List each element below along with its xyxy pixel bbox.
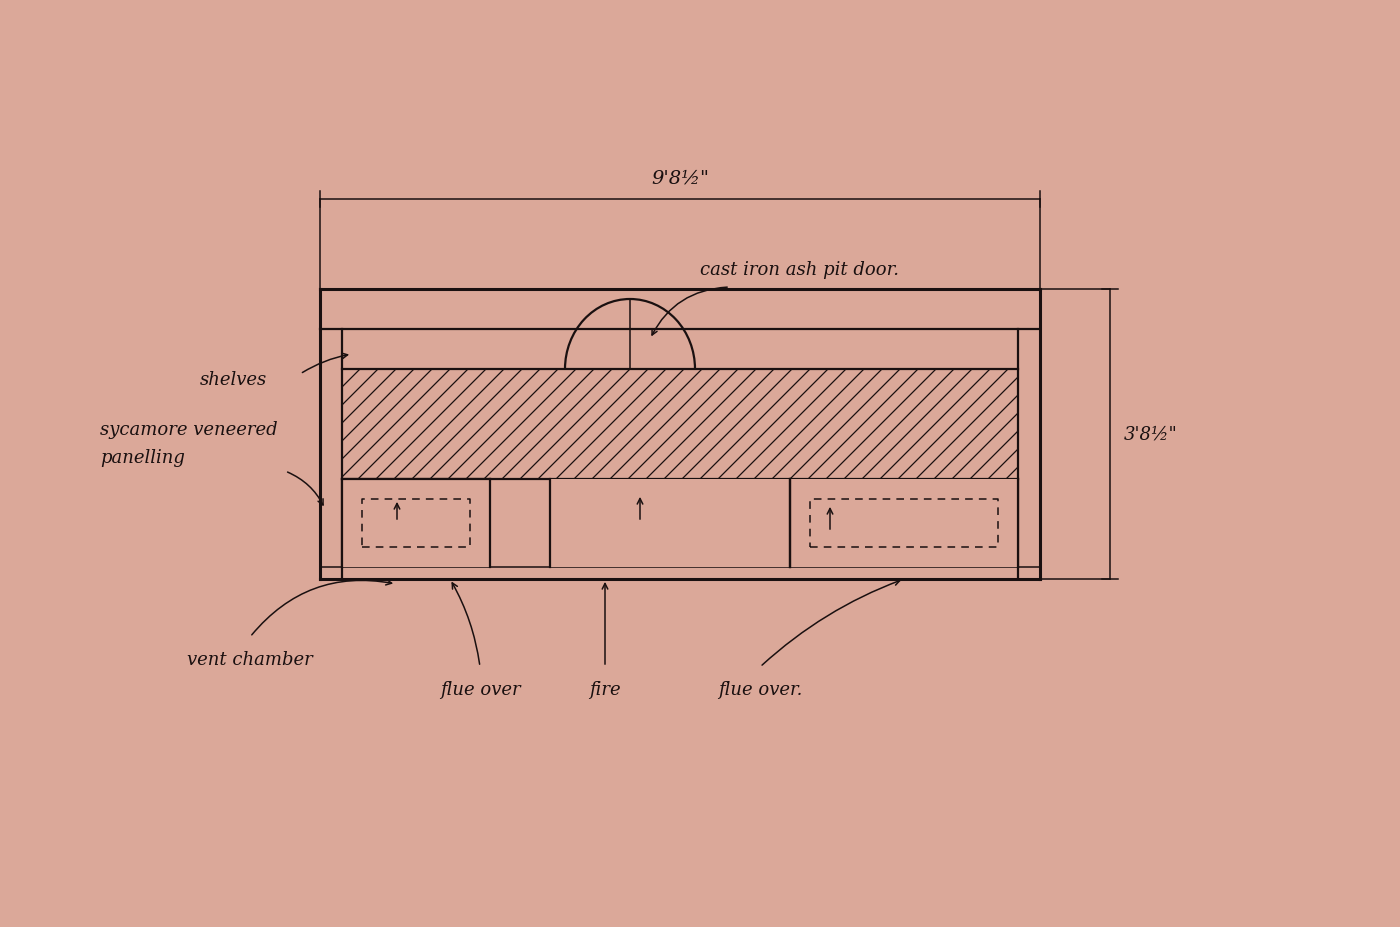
Bar <box>342 479 490 567</box>
Text: sycamore veneered: sycamore veneered <box>99 421 277 438</box>
Text: vent chamber: vent chamber <box>188 651 312 668</box>
Text: fire: fire <box>589 680 620 698</box>
Text: flue over.: flue over. <box>718 680 802 698</box>
Text: cast iron ash pit door.: cast iron ash pit door. <box>700 260 899 279</box>
Bar <box>550 479 790 567</box>
Bar <box>790 479 1018 567</box>
Text: shelves: shelves <box>200 371 267 388</box>
Text: flue over: flue over <box>440 680 521 698</box>
Text: panelling: panelling <box>99 449 185 466</box>
Text: 9'8½": 9'8½" <box>651 170 708 188</box>
Text: 3'8½": 3'8½" <box>1124 425 1177 443</box>
